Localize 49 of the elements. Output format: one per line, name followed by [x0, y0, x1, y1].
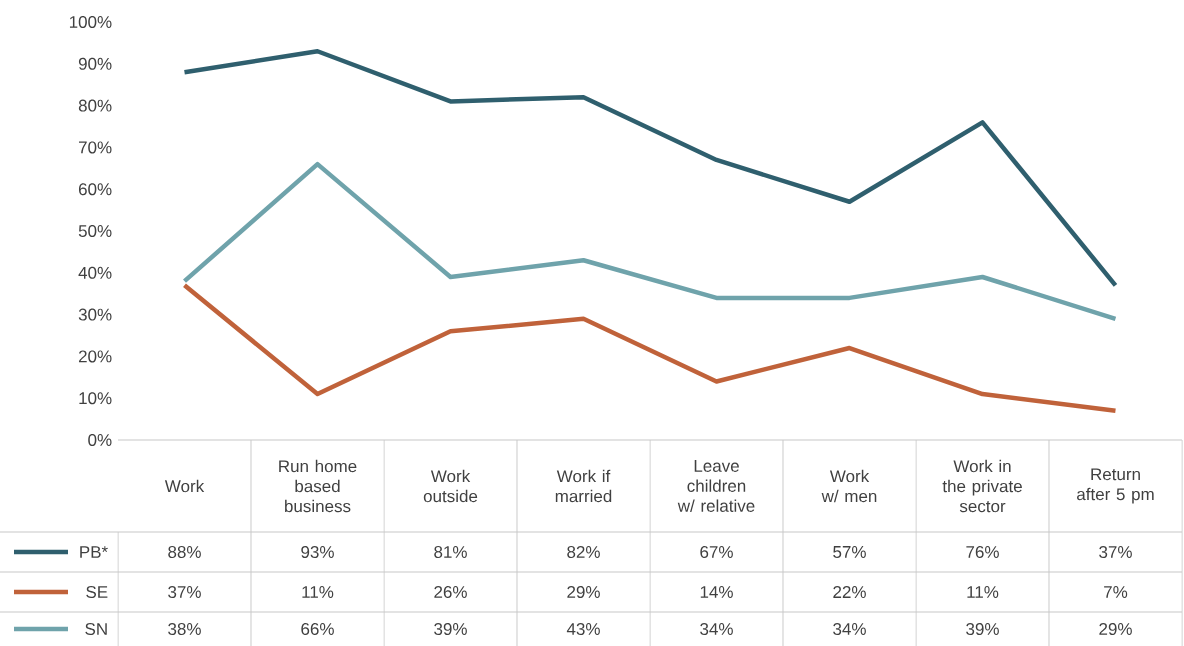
- data-label: 34%: [700, 622, 733, 636]
- data-label: 22%: [833, 586, 866, 598]
- x-tick-label: Return after 5 pm: [1077, 468, 1154, 504]
- y-tick-label: 40%: [78, 266, 112, 279]
- line-series: [182, 161, 1118, 322]
- data-label: 76%: [966, 545, 999, 559]
- legend-label: SE: [86, 585, 108, 599]
- data-label: 66%: [301, 622, 334, 636]
- y-tick-label: 0%: [88, 433, 112, 447]
- x-tick-label: Work in the private sector: [942, 459, 1022, 513]
- y-tick-label: 60%: [78, 183, 112, 196]
- data-label: 29%: [567, 585, 600, 599]
- line-series: [182, 283, 1118, 413]
- data-label: 57%: [833, 546, 866, 558]
- legend-label: SN: [85, 622, 107, 636]
- x-tick-label: Leave children w/ relative: [677, 460, 755, 512]
- data-label: 11%: [302, 586, 334, 598]
- y-tick-label: 50%: [78, 224, 112, 238]
- data-label: 39%: [966, 622, 999, 636]
- x-tick-label: Work: [164, 479, 205, 493]
- data-label: 67%: [700, 545, 733, 559]
- data-label: 37%: [168, 585, 201, 599]
- data-label: 43%: [566, 622, 600, 636]
- data-label: 93%: [301, 545, 334, 559]
- x-tick-label: Run home based business: [279, 459, 357, 513]
- y-tick-label: 80%: [78, 99, 112, 112]
- y-tick-label: 70%: [78, 141, 112, 154]
- legend-label: PB*: [80, 546, 108, 558]
- data-label: 26%: [434, 585, 467, 599]
- line-series: [182, 49, 1118, 288]
- data-label: 81%: [434, 545, 467, 559]
- data-label: 37%: [1099, 545, 1132, 559]
- data-label: 7%: [1104, 586, 1128, 598]
- data-label: 11%: [967, 586, 999, 598]
- data-label: 39%: [434, 622, 467, 636]
- y-tick-label: 10%: [79, 392, 112, 405]
- x-tick-label: Work outside: [423, 469, 478, 503]
- y-tick-label: 30%: [78, 308, 112, 321]
- data-label: 34%: [833, 622, 866, 636]
- data-label: 82%: [567, 545, 600, 559]
- x-tick-label: Work if married: [555, 469, 612, 503]
- data-label: 38%: [168, 622, 201, 636]
- y-tick-label: 100%: [69, 15, 112, 29]
- data-label: 88%: [168, 545, 201, 559]
- y-tick-label: 20%: [78, 350, 112, 363]
- y-tick-label: 90%: [78, 57, 112, 70]
- data-label: 14%: [700, 586, 733, 598]
- x-tick-label: Work w/ men: [821, 469, 877, 503]
- data-label: 29%: [1099, 622, 1132, 636]
